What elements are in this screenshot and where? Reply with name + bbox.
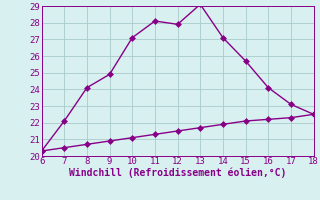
X-axis label: Windchill (Refroidissement éolien,°C): Windchill (Refroidissement éolien,°C)	[69, 168, 286, 178]
